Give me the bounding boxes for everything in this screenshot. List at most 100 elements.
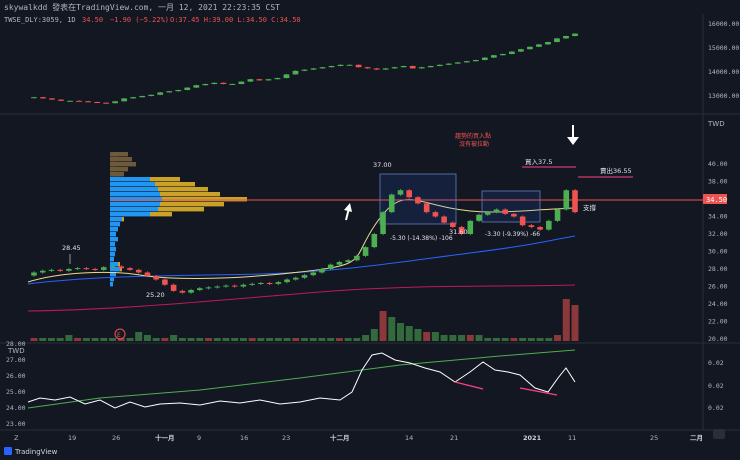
- index-candle-body: [527, 46, 533, 50]
- oscillator-axes: 28.00 27.00 26.00 25.00 24.00 23.00 0.02 0.02 0.…: [6, 340, 724, 428]
- volume-bar: [353, 338, 361, 341]
- volume-profile-row: [110, 282, 113, 287]
- price-candle-body: [31, 272, 37, 276]
- price-candle-body: [284, 279, 290, 283]
- volume-profile-row: [110, 192, 160, 197]
- volume-profile-row: [110, 202, 160, 207]
- volume-bar: [65, 335, 73, 341]
- index-candle-body: [292, 70, 299, 75]
- price-candle-body: [546, 220, 552, 230]
- price-candle-body: [502, 209, 508, 214]
- time-axis-tick: 23: [282, 434, 290, 442]
- index-candle-body: [310, 68, 317, 70]
- top-axis-tick: 16000.00: [708, 20, 739, 28]
- index-candle-body: [202, 84, 209, 86]
- price-candle-body: [319, 269, 325, 273]
- volume-bar: [135, 332, 143, 341]
- volume-bar: [109, 338, 117, 341]
- ma-blue-line: [27, 235, 576, 285]
- last-price-tag-text: 34.50: [706, 196, 727, 204]
- volume-bar: [170, 335, 178, 341]
- volume-bar: [318, 338, 326, 341]
- volume-bar: [152, 338, 160, 341]
- osc-signal-line: [27, 349, 576, 409]
- volume-profile-row: [110, 187, 158, 192]
- main-axis-tick: 28.00: [708, 265, 728, 273]
- volume-bar: [266, 338, 274, 341]
- volume-bar: [571, 305, 579, 341]
- volume-bar: [117, 338, 125, 341]
- volume-profile-row: [110, 267, 120, 272]
- index-candle-body: [103, 102, 110, 104]
- price-candle-body: [101, 267, 107, 270]
- price-candle-body: [153, 276, 159, 280]
- index-candle-body: [229, 84, 236, 85]
- volume-profile-row: [110, 247, 116, 252]
- gear-icon[interactable]: [713, 429, 725, 439]
- high-label: 37.00: [373, 161, 392, 169]
- top-axis-tick: 15000.00: [708, 44, 739, 52]
- volume-bar: [362, 335, 370, 341]
- main-axis-tick: 38.00: [708, 178, 728, 186]
- index-candle-body: [94, 102, 101, 103]
- index-candle-body: [391, 67, 398, 69]
- index-candle-body: [157, 92, 164, 95]
- price-candle-body: [179, 290, 186, 293]
- price-candle-body: [240, 284, 247, 287]
- index-candle-body: [554, 38, 560, 42]
- osc-left-tick: 24.00: [6, 404, 26, 412]
- volume-bar: [222, 338, 230, 341]
- top-price-axis: 16000.00 15000.00 14000.00 13000.00: [708, 20, 739, 100]
- volume-bar: [562, 299, 570, 341]
- volume-bar: [309, 338, 317, 341]
- price-candle-body: [354, 255, 360, 261]
- index-candle-body: [481, 57, 488, 60]
- price-candle-body: [92, 269, 98, 270]
- volume-bar: [475, 335, 483, 341]
- index-candle-body: [409, 66, 416, 69]
- index-candle-body: [76, 100, 82, 102]
- volume-profile-row: [110, 272, 116, 277]
- index-candle-body: [175, 90, 182, 92]
- index-candle-body: [301, 69, 308, 71]
- volume-bar: [492, 338, 500, 341]
- time-axis-tick: 11: [568, 434, 576, 442]
- earnings-marker-text: E: [117, 332, 121, 339]
- publisher-line: skywalkdd 發表在TradingView.com, 一月 12, 202…: [4, 2, 280, 12]
- index-candle-body: [463, 61, 470, 63]
- osc-left-tick: 27.00: [6, 356, 26, 364]
- volume-profile-row: [110, 232, 116, 237]
- price-candle-body: [467, 220, 474, 234]
- index-candle-body: [319, 67, 326, 69]
- volume-bar: [379, 311, 387, 341]
- volume-profile-row: [110, 212, 150, 217]
- volume-profile-row: [110, 257, 114, 262]
- earnings-icon[interactable]: [114, 328, 126, 340]
- main-axis-tick: 34.00: [708, 213, 728, 221]
- time-axis-tick: 十一月: [155, 433, 175, 442]
- index-candle-body: [58, 99, 64, 101]
- time-axis[interactable]: Z 19 26 十一月 9 16 23 十二月 14 21 2021 11 25 二月: [14, 433, 703, 442]
- volume-profile-row: [155, 182, 195, 187]
- volume-bar: [231, 338, 239, 341]
- index-candle-body: [247, 79, 254, 82]
- volume-bars: [30, 299, 579, 341]
- index-candle-body: [499, 54, 506, 56]
- price-candle-body: [292, 277, 299, 280]
- time-axis-tick: 2021: [523, 434, 542, 442]
- price-candle-body: [39, 270, 46, 273]
- index-candle-body: [283, 74, 290, 78]
- volume-bar: [30, 338, 38, 341]
- index-candle-body: [508, 51, 515, 54]
- index-candle-body: [445, 63, 452, 65]
- price-candle-body: [83, 268, 90, 270]
- index-candle-body: [184, 87, 191, 90]
- price-candle-body: [310, 272, 317, 276]
- price-candle-body: [493, 209, 500, 213]
- index-candle-body: [536, 44, 542, 47]
- osc-left-tick: 25.00: [6, 388, 26, 396]
- index-candle-body: [364, 67, 371, 69]
- price-candle-body: [327, 264, 334, 269]
- range-box-2[interactable]: [481, 190, 541, 223]
